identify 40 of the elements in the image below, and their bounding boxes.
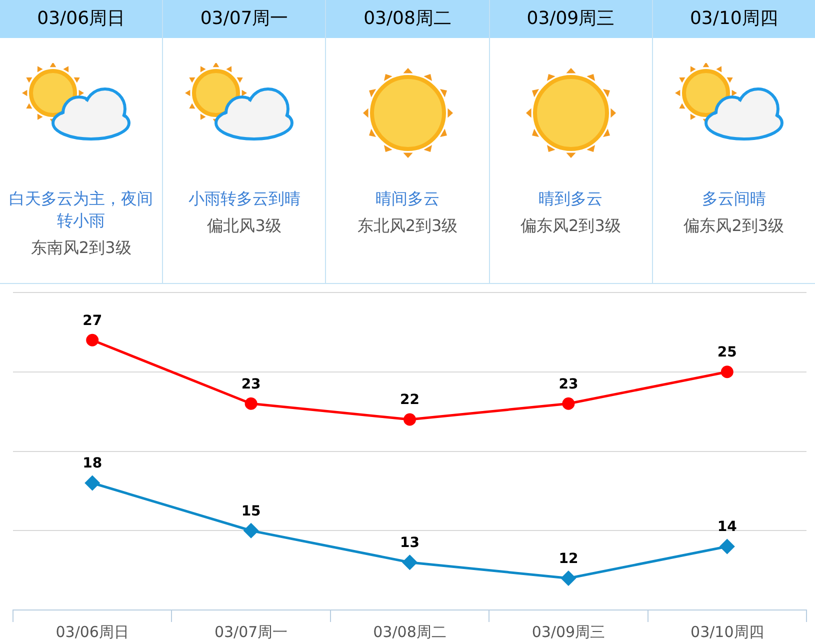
text: 偏东风2到3级 — [520, 216, 621, 237]
x-tick-label: 03/10周四 — [690, 622, 764, 641]
data-label: 12 — [558, 550, 578, 567]
point — [85, 476, 100, 490]
point — [404, 413, 416, 426]
data-label: 15 — [241, 503, 261, 520]
data-label: 23 — [558, 376, 578, 392]
text: 多云间晴 — [700, 188, 767, 210]
x-tick-label: 03/06周日 — [56, 622, 129, 641]
point — [86, 334, 99, 346]
x-tick-label: 03/09周三 — [532, 622, 606, 641]
point — [244, 523, 258, 538]
point — [720, 366, 734, 378]
text: 偏北风3级 — [207, 216, 282, 237]
text: 晴间多云 — [374, 188, 440, 210]
data-label: 25 — [717, 344, 737, 361]
category-label: 03/08周二 — [364, 8, 452, 29]
text: 偏东风2到3级 — [684, 216, 784, 237]
category-label: 03/10周四 — [690, 8, 778, 29]
text: 东北风2到3级 — [357, 216, 458, 237]
data-label: 14 — [717, 519, 738, 536]
category-label: 03/09周三 — [526, 8, 615, 29]
category-label: 03/06周日 — [37, 8, 126, 29]
data-label: 27 — [82, 312, 102, 329]
point — [562, 397, 575, 410]
text: 白天多云为主，夜间转小雨 — [8, 188, 154, 232]
data-label: 22 — [400, 392, 420, 408]
point — [402, 555, 417, 570]
text: 小雨转多云到晴 — [187, 188, 302, 210]
data-label: 13 — [400, 535, 420, 552]
data-label: 18 — [82, 456, 102, 472]
category-label: 03/07周一 — [200, 8, 288, 29]
text: 东南风2到3级 — [30, 238, 132, 259]
text: 晴到多云 — [538, 188, 604, 210]
x-tick-label: 03/07周一 — [214, 622, 288, 641]
data-label: 23 — [241, 376, 261, 392]
point — [244, 397, 258, 410]
x-tick-label: 03/08周二 — [373, 622, 446, 641]
point — [561, 571, 576, 586]
point — [720, 539, 734, 554]
